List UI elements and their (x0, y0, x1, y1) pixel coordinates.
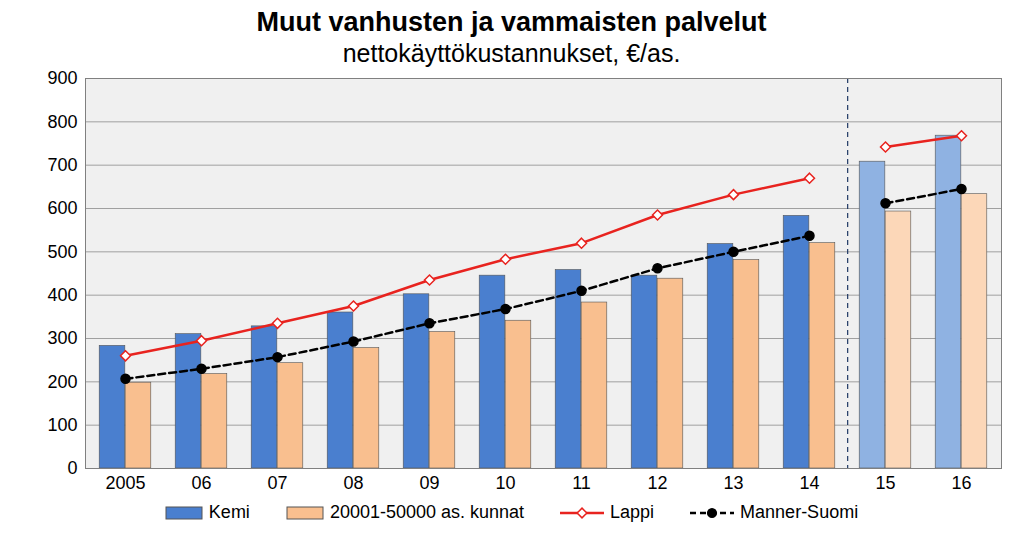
svg-text:11: 11 (572, 473, 591, 493)
html-text:Manner-Suomi: Manner-Suomi (740, 502, 859, 522)
html-text:nettokäyttökustannukset, €/as.: nettokäyttökustannukset, €/as. (342, 39, 681, 67)
svg-text:0: 0 (67, 458, 77, 478)
svg-text:14: 14 (799, 473, 819, 493)
svg-text:700: 700 (47, 155, 77, 175)
svg-text:2005: 2005 (105, 473, 145, 493)
html-text:Kemi: Kemi (208, 502, 250, 522)
html-text:20001-50000 as. kunnat: 20001-50000 as. kunnat (329, 502, 524, 522)
svg-text:06: 06 (191, 473, 211, 493)
svg-text:16: 16 (951, 473, 971, 493)
svg-text:900: 900 (47, 68, 77, 88)
html-text:Lappi: Lappi (610, 502, 655, 522)
svg-text:800: 800 (47, 112, 77, 132)
svg-text:600: 600 (47, 198, 77, 218)
svg-text:15: 15 (875, 473, 895, 493)
svg-text:400: 400 (47, 285, 77, 305)
svg-text:07: 07 (267, 473, 287, 493)
svg-text:13: 13 (723, 473, 743, 493)
svg-text:500: 500 (47, 242, 77, 262)
html-text:Muut vanhusten ja vammaisten p: Muut vanhusten ja vammaisten palvelut (256, 7, 767, 37)
svg-text:200: 200 (47, 372, 77, 392)
svg-text:12: 12 (647, 473, 667, 493)
svg-text:09: 09 (419, 473, 439, 493)
svg-text:10: 10 (495, 473, 515, 493)
svg-text:300: 300 (47, 328, 77, 348)
svg-text:08: 08 (343, 473, 363, 493)
svg-text:100: 100 (47, 415, 77, 435)
